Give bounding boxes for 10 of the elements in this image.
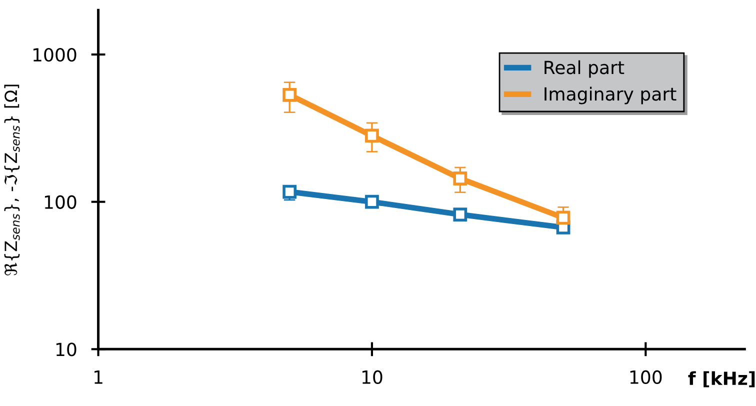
- legend-label: Imaginary part: [544, 86, 676, 104]
- x-tick-label: 100: [630, 370, 662, 384]
- y-tick-label: 10: [56, 342, 76, 356]
- y-tick-label: 100: [44, 195, 76, 209]
- y-tick-label: 1000: [33, 48, 76, 62]
- legend-label: Real part: [544, 60, 624, 78]
- x-tick-label: 1: [94, 370, 102, 384]
- y-axis-title: ℜ{Z$_{sens}$}, -ℑ{Z$_{sens}$} [Ω]: [4, 84, 20, 276]
- x-tick-label: 10: [362, 370, 382, 384]
- x-axis-title: f [kHz]: [688, 371, 755, 388]
